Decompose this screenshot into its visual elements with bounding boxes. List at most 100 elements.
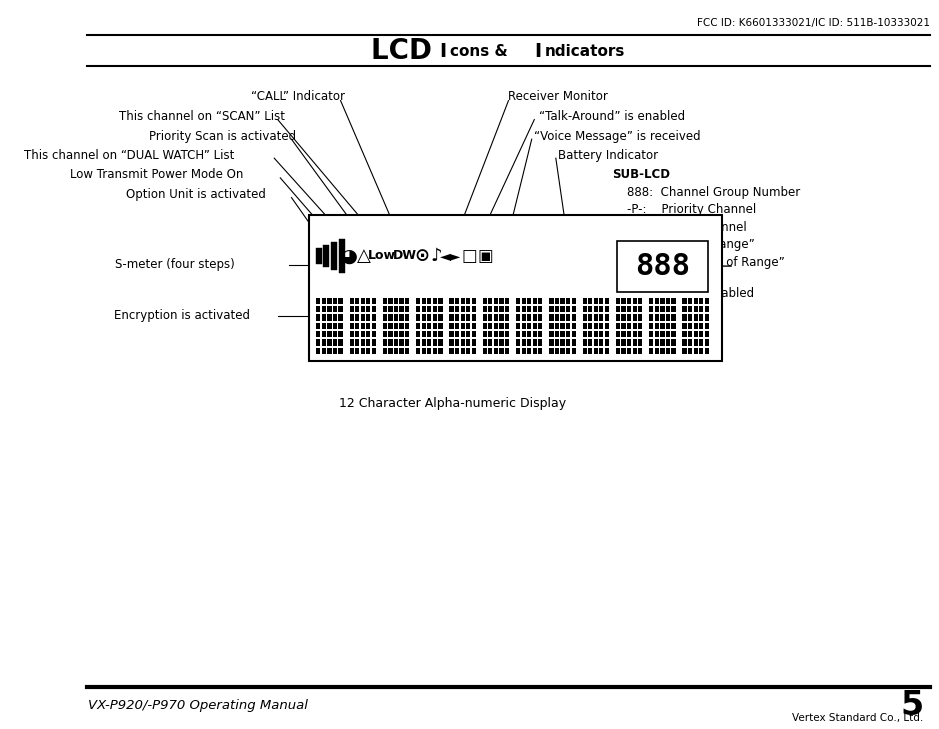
- Bar: [333, 306, 337, 312]
- Bar: [500, 297, 503, 304]
- Bar: [405, 340, 409, 346]
- Bar: [700, 297, 703, 304]
- Bar: [333, 348, 337, 354]
- Bar: [450, 314, 454, 321]
- Bar: [527, 348, 531, 354]
- Bar: [405, 297, 409, 304]
- Bar: [422, 323, 426, 329]
- Bar: [450, 340, 454, 346]
- Bar: [455, 331, 459, 338]
- Bar: [328, 297, 331, 304]
- Bar: [572, 348, 576, 354]
- Bar: [538, 323, 543, 329]
- Bar: [483, 331, 487, 338]
- Bar: [549, 331, 553, 338]
- Text: ◕: ◕: [341, 246, 358, 265]
- Bar: [316, 348, 320, 354]
- Bar: [599, 323, 604, 329]
- Bar: [338, 323, 343, 329]
- Bar: [383, 306, 387, 312]
- Bar: [622, 297, 625, 304]
- Bar: [654, 340, 659, 346]
- Bar: [521, 323, 526, 329]
- Bar: [483, 314, 487, 321]
- Bar: [505, 331, 509, 338]
- Bar: [433, 331, 437, 338]
- Bar: [322, 297, 326, 304]
- Bar: [399, 314, 404, 321]
- Bar: [688, 340, 692, 346]
- Bar: [316, 306, 320, 312]
- Bar: [383, 314, 387, 321]
- Bar: [572, 314, 576, 321]
- Bar: [471, 331, 476, 338]
- Bar: [582, 331, 587, 338]
- Bar: [309, 215, 722, 361]
- Bar: [639, 314, 642, 321]
- Bar: [500, 331, 503, 338]
- Bar: [433, 306, 437, 312]
- Bar: [704, 314, 709, 321]
- Bar: [471, 348, 476, 354]
- Bar: [339, 239, 345, 273]
- Bar: [527, 323, 531, 329]
- Bar: [483, 323, 487, 329]
- Bar: [599, 340, 604, 346]
- Bar: [331, 242, 337, 270]
- Bar: [483, 306, 487, 312]
- Bar: [316, 331, 320, 338]
- Bar: [532, 306, 537, 312]
- Bar: [654, 297, 659, 304]
- Bar: [538, 331, 543, 338]
- Bar: [688, 323, 692, 329]
- Bar: [366, 331, 370, 338]
- Bar: [688, 331, 692, 338]
- Bar: [394, 331, 398, 338]
- Bar: [671, 331, 676, 338]
- Text: -P-:    Priority Channel: -P-: Priority Channel: [627, 203, 757, 217]
- Bar: [399, 297, 404, 304]
- Bar: [488, 340, 492, 346]
- Bar: [466, 314, 470, 321]
- Bar: [694, 340, 698, 346]
- Text: Option Unit is activated: Option Unit is activated: [126, 188, 266, 201]
- Bar: [483, 297, 487, 304]
- Text: Receiver Monitor: Receiver Monitor: [508, 90, 608, 104]
- Bar: [389, 331, 393, 338]
- Bar: [660, 314, 665, 321]
- Bar: [688, 348, 692, 354]
- Bar: [322, 306, 326, 312]
- Bar: [688, 297, 692, 304]
- Bar: [361, 297, 365, 304]
- Bar: [316, 323, 320, 329]
- Bar: [500, 340, 503, 346]
- Bar: [555, 331, 559, 338]
- Bar: [572, 306, 576, 312]
- Bar: [555, 306, 559, 312]
- Bar: [555, 340, 559, 346]
- Bar: [654, 323, 659, 329]
- Bar: [494, 306, 498, 312]
- Bar: [427, 314, 431, 321]
- Bar: [427, 348, 431, 354]
- Bar: [505, 323, 509, 329]
- Bar: [355, 331, 360, 338]
- Bar: [599, 306, 604, 312]
- Text: I: I: [534, 42, 542, 61]
- Bar: [700, 314, 703, 321]
- Bar: [394, 306, 398, 312]
- Bar: [627, 297, 631, 304]
- Bar: [555, 323, 559, 329]
- Bar: [588, 314, 593, 321]
- Bar: [500, 314, 503, 321]
- Bar: [450, 348, 454, 354]
- Bar: [555, 297, 559, 304]
- Bar: [566, 340, 570, 346]
- Text: SUB-LCD: SUB-LCD: [612, 168, 670, 182]
- Bar: [372, 323, 376, 329]
- Bar: [639, 297, 642, 304]
- Text: Low Transmit Power Mode On: Low Transmit Power Mode On: [69, 168, 243, 182]
- Bar: [494, 314, 498, 321]
- Bar: [439, 348, 442, 354]
- Bar: [639, 323, 642, 329]
